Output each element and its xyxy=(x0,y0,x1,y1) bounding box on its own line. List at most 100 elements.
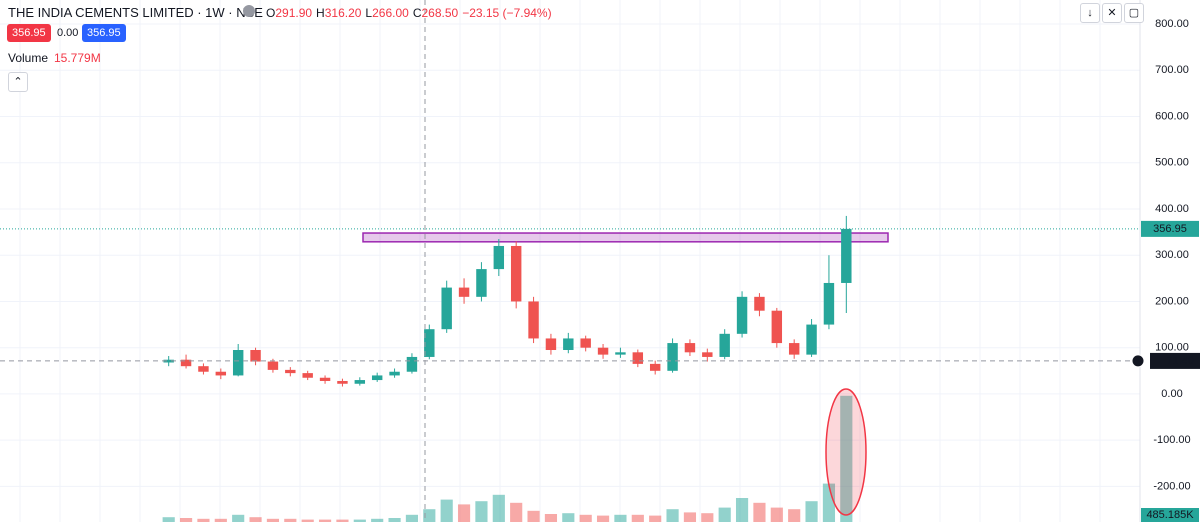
volume-bar xyxy=(336,519,349,522)
collapse-button[interactable]: ⌃ xyxy=(8,72,28,92)
highlight-ellipse xyxy=(825,388,867,516)
ohlc-value: 266.00 xyxy=(372,6,409,20)
volume-bar xyxy=(249,517,262,522)
last-price-label: 356.95 xyxy=(1153,223,1187,235)
volume-bar xyxy=(371,518,384,522)
candle-body xyxy=(389,371,400,376)
scroll-down-button[interactable]: ↓ xyxy=(1080,3,1100,23)
crosshair-label: 71.40 xyxy=(1166,355,1194,367)
candle-body xyxy=(319,377,331,381)
candle-body xyxy=(528,301,539,339)
volume-bar xyxy=(457,504,471,522)
volume-bar xyxy=(475,501,488,522)
candle-body xyxy=(563,338,574,351)
volume-bar xyxy=(388,518,401,522)
volume-bar xyxy=(510,502,523,522)
candle-body xyxy=(198,366,209,372)
last-price-badge xyxy=(1141,220,1199,237)
sell-button[interactable]: 356.95 xyxy=(7,24,51,42)
volume-bar xyxy=(162,517,175,522)
candle-body xyxy=(771,310,783,344)
candle-body xyxy=(476,269,487,297)
candle-body xyxy=(424,329,435,357)
candle-body xyxy=(684,343,696,353)
volume-axis-label: 485.185K xyxy=(1146,509,1194,521)
volume-bar xyxy=(631,514,644,522)
candle-body xyxy=(232,350,244,376)
y-tick-label: 100.00 xyxy=(1155,342,1189,354)
candle-body xyxy=(597,347,609,355)
volume-bar xyxy=(318,519,332,522)
y-tick-label: -200.00 xyxy=(1153,480,1190,492)
volume-bar xyxy=(353,519,366,522)
reset-button[interactable]: ▢ xyxy=(1124,3,1144,23)
change: −23.15 (−7.94%) xyxy=(462,6,552,20)
candle-body xyxy=(493,245,505,270)
candle-body xyxy=(806,324,817,355)
candle-body xyxy=(615,352,626,355)
volume-bar xyxy=(440,499,453,522)
ohlc-key: O xyxy=(266,6,276,20)
volume-bar xyxy=(492,494,505,522)
fullscreen-button[interactable]: ✕ xyxy=(1102,3,1122,23)
y-tick-label: -100.00 xyxy=(1153,434,1190,446)
y-tick-label: 500.00 xyxy=(1155,157,1189,169)
y-tick-label: 200.00 xyxy=(1155,295,1189,307)
volume-bar xyxy=(544,514,558,522)
y-tick-label: 400.00 xyxy=(1155,203,1189,215)
volume-bar xyxy=(405,514,419,522)
spread: 0.00 xyxy=(57,27,79,39)
volume-bar xyxy=(214,518,227,522)
candle-body xyxy=(667,343,678,371)
symbol-title: THE INDIA CEMENTS LIMITED · 1W · NSE xyxy=(8,5,263,20)
candle-body xyxy=(285,369,296,374)
buy-button[interactable]: 356.95 xyxy=(82,24,126,42)
volume-bar xyxy=(701,513,714,522)
ohlc-value: 291.90 xyxy=(275,6,313,20)
volume-bar xyxy=(179,518,193,522)
candle-body xyxy=(788,343,800,355)
volume-bar xyxy=(562,513,575,522)
ohlc-legend: O291.90 H316.20 L266.00 C268.50 −23.15 (−7.9… xyxy=(266,6,552,20)
candle-body xyxy=(267,361,279,370)
candle-body xyxy=(632,352,644,364)
candle-body xyxy=(406,356,418,372)
volume-bar xyxy=(840,395,853,522)
candle-body xyxy=(510,245,522,302)
candle-body xyxy=(823,282,835,325)
y-tick-label: 600.00 xyxy=(1155,110,1189,122)
candle-body xyxy=(458,287,470,297)
volume-badge xyxy=(1141,508,1199,522)
volume-bar xyxy=(266,518,280,522)
volume-bar xyxy=(579,514,592,522)
volume-bar xyxy=(805,501,818,522)
volume-bar xyxy=(788,509,801,522)
candle-body xyxy=(215,371,227,376)
y-tick-label: 800.00 xyxy=(1155,18,1189,30)
y-tick-label: 700.00 xyxy=(1155,64,1189,76)
candle-body xyxy=(545,338,557,351)
volume-legend-value: 15.779M xyxy=(54,51,101,65)
candle-body xyxy=(702,352,713,357)
volume-bar xyxy=(718,507,731,522)
zone xyxy=(362,232,889,243)
status-dot xyxy=(243,5,255,17)
volume-bar xyxy=(197,518,210,522)
volume-bar xyxy=(232,514,245,522)
y-tick-label: 300.00 xyxy=(1155,249,1189,261)
volume-bar xyxy=(683,512,697,522)
candle-body xyxy=(441,287,452,330)
volume-bar xyxy=(527,510,540,522)
y-tick-label: 0.00 xyxy=(1161,388,1182,400)
ohlc-key: H xyxy=(316,6,325,20)
crosshair-plus xyxy=(1131,354,1145,368)
candle-body xyxy=(163,359,174,363)
candle-body xyxy=(180,359,192,367)
volume-bar xyxy=(301,519,314,522)
candle-body xyxy=(250,350,261,362)
ohlc-key: C xyxy=(412,6,422,20)
volume-bar xyxy=(423,509,436,522)
candle-body xyxy=(302,373,313,378)
ohlc-value: 316.20 xyxy=(324,6,362,20)
